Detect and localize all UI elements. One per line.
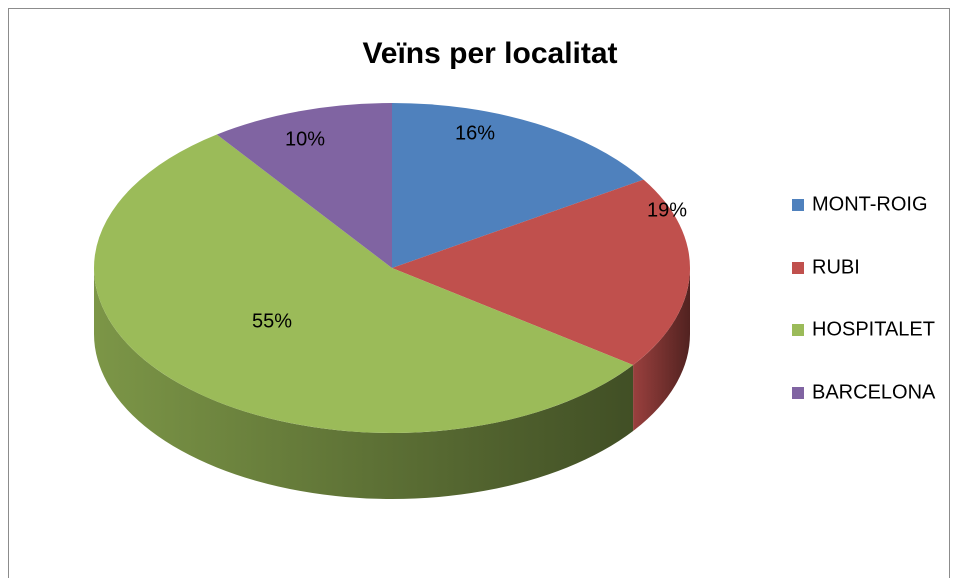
pie-slice <box>392 179 690 365</box>
pie-slice-side <box>94 268 634 499</box>
pie-slice <box>93 134 634 434</box>
chart-title: Veïns per localitat <box>362 37 617 70</box>
legend-label: MONT-ROIG <box>812 193 928 215</box>
data-label: 10% <box>285 128 325 150</box>
legend-swatch <box>792 262 804 274</box>
legend-swatch <box>792 324 804 336</box>
data-label: 19% <box>647 199 687 221</box>
legend-label: HOSPITALET <box>812 318 935 340</box>
legend-swatch <box>792 387 804 399</box>
legend-label: RUBI <box>812 256 860 278</box>
legend-label: BARCELONA <box>812 381 936 403</box>
data-label: 16% <box>455 122 495 144</box>
legend-swatch <box>792 199 804 211</box>
pie-slice <box>216 103 392 268</box>
pie-slice <box>392 103 644 268</box>
data-label: 55% <box>252 310 292 332</box>
pie-slice-side <box>633 268 690 431</box>
